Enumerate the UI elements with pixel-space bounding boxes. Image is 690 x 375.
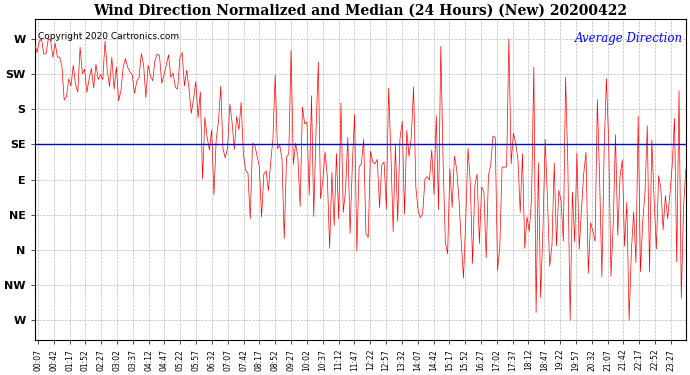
Text: Copyright 2020 Cartronics.com: Copyright 2020 Cartronics.com (38, 32, 179, 41)
Title: Wind Direction Normalized and Median (24 Hours) (New) 20200422: Wind Direction Normalized and Median (24… (93, 4, 627, 18)
Text: Average Direction: Average Direction (575, 32, 682, 45)
